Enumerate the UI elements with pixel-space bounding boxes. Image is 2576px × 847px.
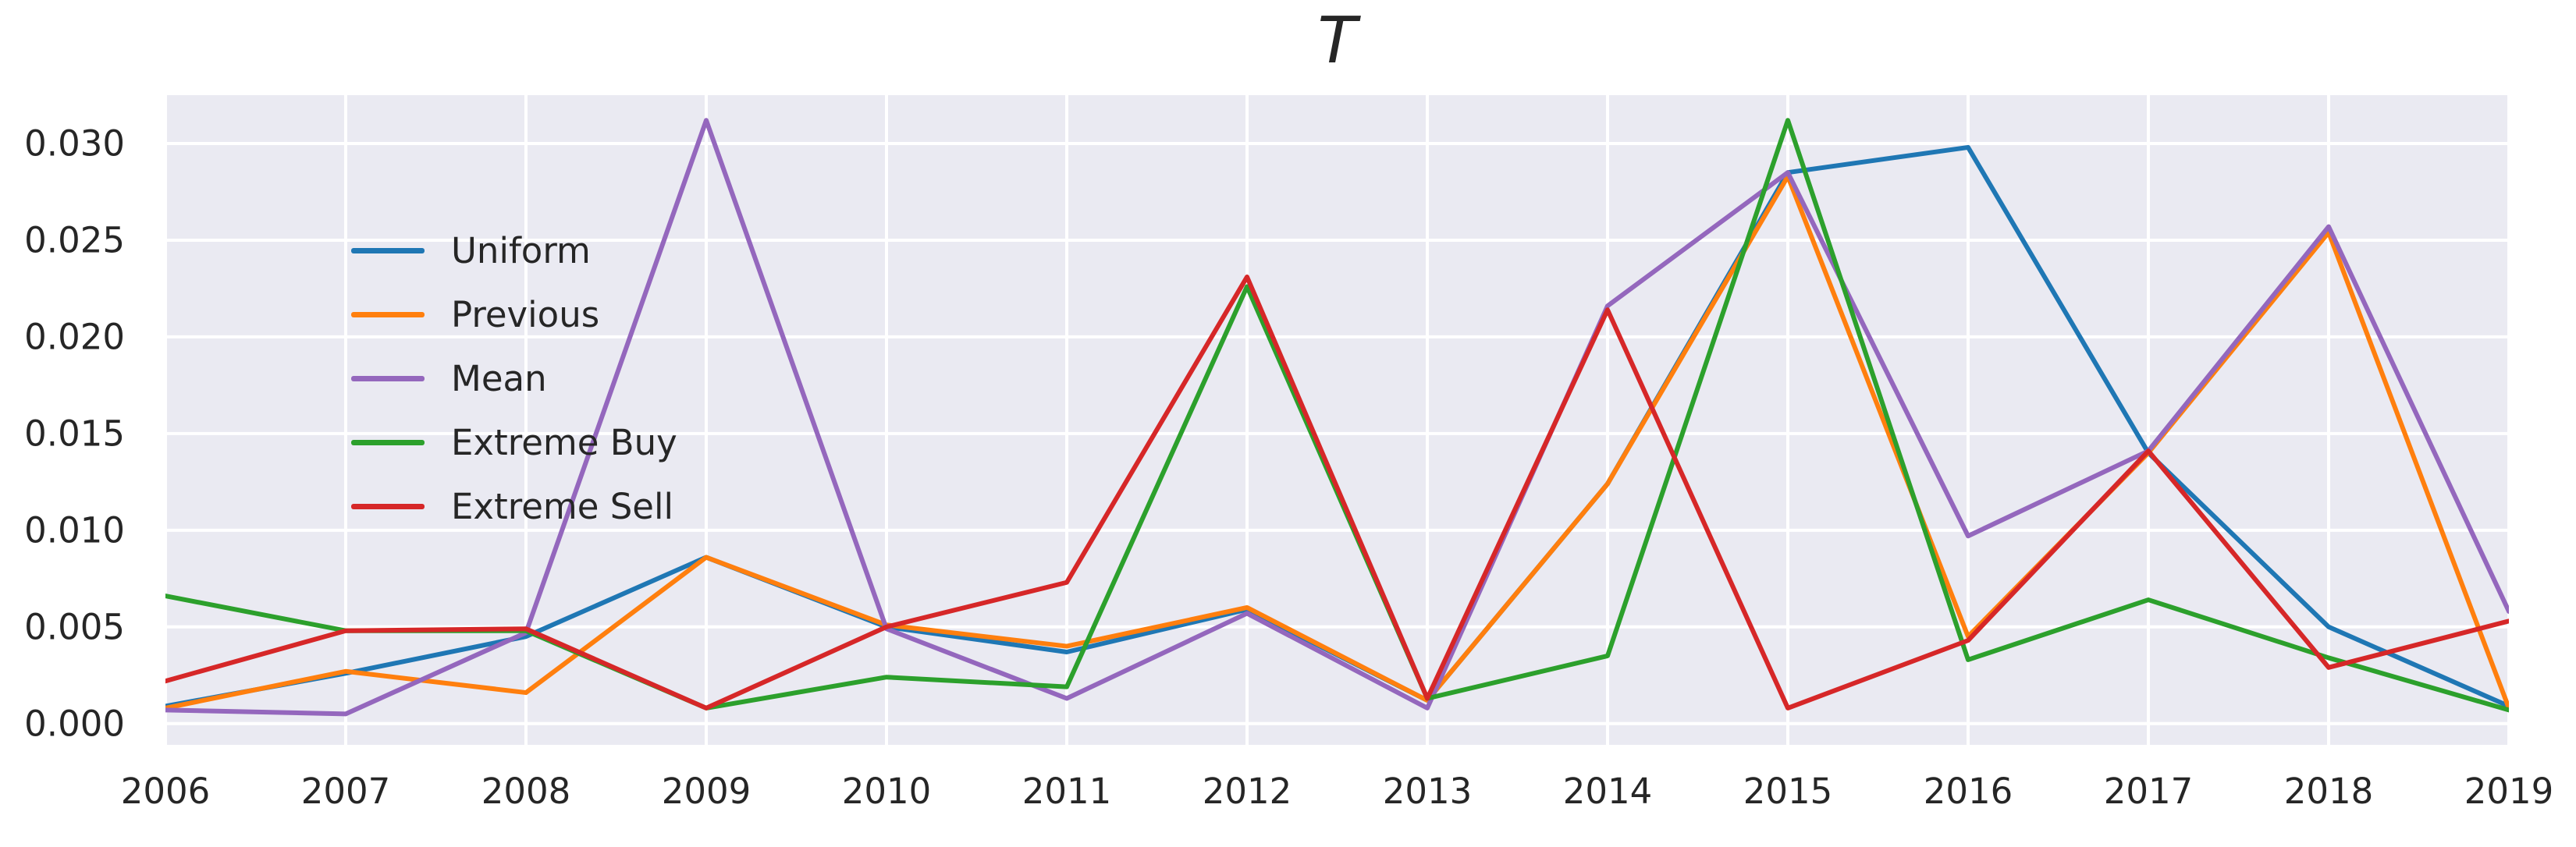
chart-canvas xyxy=(165,95,2509,745)
chart-title: T xyxy=(1317,4,1357,78)
plot-area: Uniform Previous Mean Extreme Buy Extreme Se… xyxy=(165,95,2509,745)
legend: Uniform Previous Mean Extreme Buy Extreme Se… xyxy=(351,218,677,538)
y-tick-label: 0.015 xyxy=(24,413,125,455)
legend-item: Extreme Buy xyxy=(351,410,677,474)
series-line-mean xyxy=(165,118,2509,717)
x-tick-label: 2007 xyxy=(300,771,391,812)
legend-label: Previous xyxy=(451,293,600,335)
legend-item: Uniform xyxy=(351,218,677,282)
x-tick-label: 2016 xyxy=(1923,771,2013,812)
legend-line-swatch xyxy=(351,247,425,253)
y-tick-label: 0.000 xyxy=(24,703,125,745)
y-tick-label: 0.010 xyxy=(24,509,125,551)
x-tick-label: 2009 xyxy=(661,771,751,812)
x-tick-label: 2006 xyxy=(120,771,211,812)
legend-line-swatch xyxy=(351,439,425,445)
x-tick-label: 2017 xyxy=(2103,771,2194,812)
y-tick-label: 0.020 xyxy=(24,316,125,358)
x-tick-label: 2008 xyxy=(481,771,571,812)
legend-label: Extreme Buy xyxy=(451,421,677,463)
x-tick-label: 2010 xyxy=(841,771,932,812)
x-tick-label: 2014 xyxy=(1562,771,1653,812)
x-tick-label: 2019 xyxy=(2464,771,2554,812)
y-tick-label: 0.005 xyxy=(24,606,125,648)
series-line-extreme-sell xyxy=(165,275,2509,711)
x-tick-label: 2015 xyxy=(1743,771,1833,812)
y-tick-label: 0.025 xyxy=(24,219,125,261)
legend-line-swatch xyxy=(351,503,425,509)
x-tick-label: 2013 xyxy=(1382,771,1473,812)
legend-label: Uniform xyxy=(451,229,591,271)
x-tick-label: 2012 xyxy=(1202,771,1292,812)
x-tick-label: 2018 xyxy=(2283,771,2374,812)
legend-label: Mean xyxy=(451,357,547,399)
x-tick-label: 2011 xyxy=(1022,771,1112,812)
legend-item: Mean xyxy=(351,346,677,410)
legend-line-swatch xyxy=(351,311,425,317)
legend-label: Extreme Sell xyxy=(451,485,673,527)
legend-item: Extreme Sell xyxy=(351,474,677,538)
legend-line-swatch xyxy=(351,375,425,381)
y-tick-label: 0.030 xyxy=(24,122,125,165)
legend-item: Previous xyxy=(351,282,677,346)
